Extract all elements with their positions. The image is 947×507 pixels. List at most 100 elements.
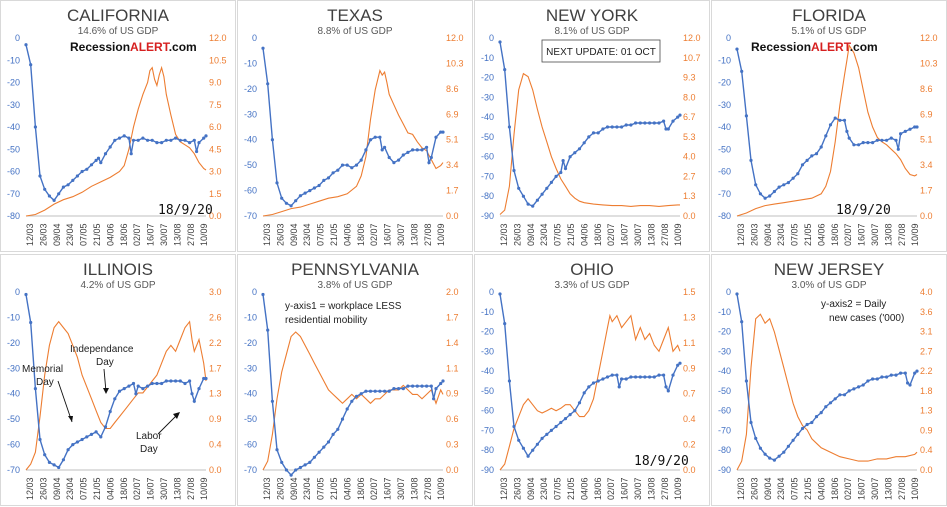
x-tick-label: 04/06 (816, 477, 826, 500)
logo-text: RecessionALERT.com (70, 40, 197, 54)
x-tick-label: 13/08 (883, 477, 893, 500)
mobility-point (117, 136, 122, 140)
y1-tick-label: -70 (481, 425, 494, 435)
mobility-point (545, 186, 549, 190)
mobility-point (89, 163, 94, 167)
mobility-point (169, 379, 173, 383)
mobility-point (280, 460, 284, 464)
mobility-point (526, 454, 530, 458)
mobility-point (652, 375, 656, 379)
mobility-point (336, 427, 340, 431)
y1-tick-label: -60 (481, 152, 494, 162)
mobility-point (289, 204, 293, 208)
x-tick-label: 27/08 (660, 477, 670, 500)
chart-border (237, 254, 473, 506)
mobility-point (772, 458, 776, 462)
cases-series-line (25, 320, 207, 471)
mobility-point (24, 292, 28, 297)
mobility-point (429, 384, 433, 388)
mobility-point (392, 387, 396, 391)
mobility-point (345, 163, 349, 167)
mobility-point (666, 127, 670, 131)
mobility-point (833, 116, 837, 120)
x-tick-label: 02/07 (606, 223, 616, 246)
y2-tick-label: 8.6 (920, 84, 933, 94)
mobility-point (587, 135, 591, 139)
y1-tick-label: -30 (718, 100, 731, 110)
cases-series-line (736, 43, 918, 217)
mobility-point (373, 389, 377, 393)
mobility-point (155, 381, 159, 386)
mobility-point (754, 183, 758, 187)
y2-tick-label: 5.1 (920, 135, 933, 145)
mobility-point (169, 138, 173, 142)
mobility-point (889, 373, 893, 377)
x-tick-label: 16/07 (620, 223, 630, 246)
y1-tick-label: -50 (481, 132, 494, 142)
mobility-point (113, 397, 117, 401)
independence-day-arrowhead (103, 388, 109, 394)
mobility-point (411, 148, 415, 152)
mobility-point (280, 196, 284, 200)
x-tick-label: 12/03 (25, 223, 35, 246)
mobility-point (768, 456, 772, 460)
x-tick-label: 16/07 (146, 477, 156, 500)
x-tick-label: 21/05 (566, 223, 576, 246)
x-tick-label: 02/07 (132, 223, 142, 246)
mobility-point (131, 381, 136, 386)
mobility-point (791, 438, 795, 442)
mobility-point (108, 145, 112, 149)
mobility-point (275, 448, 279, 452)
mobility-point (397, 158, 401, 162)
x-tick-label: 16/07 (383, 477, 393, 500)
mobility-point (903, 129, 907, 133)
mobility-point (568, 155, 572, 159)
y2-tick-label: 6.9 (920, 109, 933, 119)
mobility-point (387, 389, 391, 393)
y1-tick-label: -30 (718, 346, 731, 356)
cases-series-line (736, 313, 918, 471)
y2-tick-label: 1.7 (446, 186, 459, 196)
mobility-point (103, 152, 108, 156)
mobility-point (368, 389, 373, 393)
mobility-point (620, 377, 624, 381)
mobility-point (671, 373, 675, 377)
y2-tick-label: 1.8 (920, 386, 933, 396)
y1-tick-label: -50 (718, 144, 731, 154)
x-tick-label: 07/05 (553, 477, 563, 500)
x-tick-label: 23/04 (65, 477, 75, 500)
mobility-point (517, 186, 521, 190)
x-tick-label: 07/05 (790, 223, 800, 246)
mobility-point (861, 383, 865, 387)
memorial-day-arrow (57, 380, 73, 423)
x-tick-label: 13/08 (646, 477, 656, 500)
mobility-point (800, 426, 805, 431)
mobility-point (204, 134, 208, 138)
mobility-point (43, 453, 47, 457)
recessionalert-logo: RecessionALERT.com (70, 40, 197, 54)
y1-tick-label: -60 (718, 406, 731, 416)
y2-tick-label: 1.1 (446, 363, 459, 373)
y1-tick-label: -20 (7, 338, 20, 348)
mobility-point (439, 130, 443, 134)
mobility-point (415, 384, 419, 388)
mobility-point (805, 422, 809, 427)
y1-tick-label: -70 (718, 189, 731, 199)
y2-tick-label: 10.7 (683, 53, 701, 63)
x-tick-label: 07/05 (316, 223, 326, 246)
y2-tick-label: 2.7 (683, 171, 696, 181)
date-stamp: 18/9/20 (634, 454, 689, 469)
mobility-point (326, 176, 331, 180)
mobility-point (671, 119, 675, 123)
chart-subtitle: 8.8% of US GDP (317, 26, 392, 37)
y1-tick-label: -10 (718, 55, 731, 65)
y1-tick-label: -80 (718, 211, 731, 221)
axis2-note-line1: y-axis2 = Daily (821, 299, 886, 310)
mobility-point (425, 145, 429, 149)
x-tick-label: 27/08 (660, 223, 670, 246)
mobility-point (427, 161, 431, 165)
x-tick-label: 09/04 (526, 477, 536, 500)
